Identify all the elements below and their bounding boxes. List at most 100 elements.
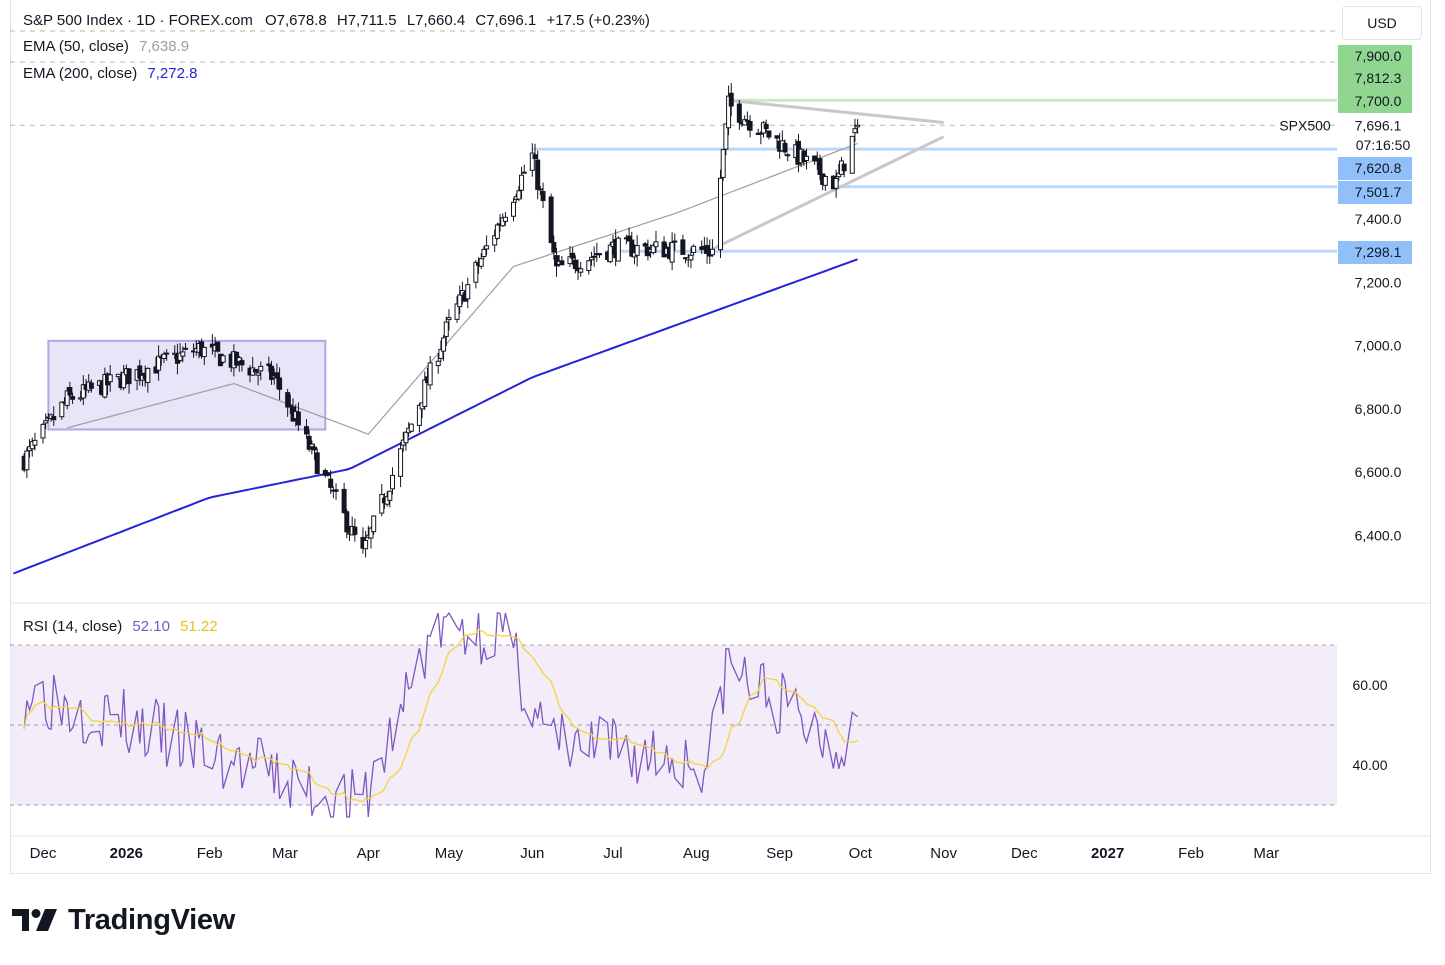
candle-body	[156, 355, 162, 371]
candle	[446, 309, 452, 331]
candle	[309, 440, 315, 455]
candle-body	[303, 426, 309, 435]
symbol-legend: S&P 500 Index · 1D · FOREX.com O7,678.8 …	[23, 12, 656, 30]
candle-body	[510, 201, 516, 217]
candle	[126, 368, 132, 394]
candle	[32, 432, 38, 451]
candle	[328, 470, 334, 494]
candle-body	[672, 240, 678, 243]
candle	[137, 359, 143, 386]
candle-body	[368, 527, 374, 539]
candle-body	[841, 163, 847, 172]
time-tick-label: Mar	[272, 845, 298, 862]
candle-body	[551, 241, 557, 253]
candle-body	[121, 372, 127, 389]
candle-body	[586, 260, 592, 271]
candle	[59, 401, 65, 420]
candle-body	[457, 294, 463, 308]
currency-button[interactable]: USD	[1342, 6, 1422, 40]
symbol-title: S&P 500 Index · 1D · FOREX.com	[23, 12, 253, 29]
candle	[274, 363, 280, 389]
tradingview-wordmark: TradingView	[68, 903, 235, 936]
candle-body	[626, 235, 632, 242]
candle-body	[438, 349, 444, 359]
ohlc-high: H7,711.5	[336, 12, 397, 29]
price-tick-label: 6,400.0	[1355, 528, 1402, 544]
chart-svg[interactable]: 7,400.0 7,200.0 7,000.0 6,800.0 6,600.0 6,400…	[0, 0, 1445, 880]
candle-body	[344, 511, 350, 533]
candle-body	[333, 489, 339, 492]
level-tag-3	[1338, 157, 1412, 180]
candle-body	[215, 341, 221, 352]
candle	[258, 361, 264, 381]
candle-body	[441, 337, 447, 352]
candle-body	[591, 255, 597, 258]
candle-body	[277, 377, 283, 390]
candle-body	[352, 526, 358, 535]
candle	[709, 239, 715, 257]
candle	[435, 352, 441, 374]
candle	[390, 467, 396, 495]
time-tick-label: Dec	[30, 845, 57, 862]
candle-body	[269, 365, 275, 380]
candle-body	[567, 256, 573, 265]
candle	[672, 233, 678, 251]
candle-body	[516, 190, 522, 200]
currency-label: USD	[1367, 15, 1397, 31]
candle-body	[492, 235, 498, 246]
price-tick-label: 7,400.0	[1355, 211, 1402, 227]
candle-body	[559, 260, 565, 266]
candle-body	[554, 255, 560, 267]
candle-body	[172, 352, 178, 355]
candle-body	[180, 351, 186, 357]
candle	[532, 143, 538, 160]
candle	[852, 118, 858, 142]
candle-body	[408, 423, 414, 432]
candle	[180, 346, 186, 363]
rsi-band	[10, 645, 1337, 805]
candle	[782, 139, 788, 156]
level-tag-label: 7,501.7	[1355, 184, 1402, 200]
candle	[285, 388, 291, 417]
candle	[578, 262, 584, 277]
candle	[303, 419, 309, 439]
candle-body	[177, 352, 183, 361]
candle-body	[312, 446, 318, 451]
candle	[344, 509, 350, 539]
candle-body	[736, 103, 742, 123]
candle-body	[126, 368, 132, 385]
candle-body	[403, 431, 409, 444]
candle	[215, 341, 221, 353]
tradingview-logo[interactable]: TradingView	[12, 902, 235, 938]
candle-body	[817, 158, 823, 175]
candle-body	[634, 245, 640, 256]
candle-body	[650, 244, 656, 254]
candle	[521, 164, 527, 174]
candle	[728, 83, 734, 117]
candle	[438, 340, 444, 362]
candle-body	[782, 143, 788, 153]
candle-body	[484, 245, 490, 250]
candle-body	[24, 450, 30, 471]
candle-body	[540, 191, 546, 202]
candle-body	[532, 154, 538, 160]
candle	[688, 247, 694, 269]
candle-body	[747, 121, 753, 131]
candle-body	[680, 239, 686, 255]
ohlc-low: L7,660.4	[406, 12, 466, 29]
candle	[427, 355, 433, 390]
candle	[742, 115, 748, 126]
candle	[586, 259, 592, 275]
candle-body	[102, 374, 108, 398]
level-tag-1	[1338, 67, 1412, 90]
candle	[371, 515, 377, 535]
candle-body	[607, 244, 613, 263]
candle	[761, 120, 767, 138]
candle-body	[115, 373, 121, 378]
candle	[744, 111, 750, 131]
candle-body	[252, 368, 258, 373]
candle	[726, 85, 732, 136]
candle-body	[822, 175, 828, 186]
candle-body	[387, 490, 393, 501]
candle-body	[285, 392, 291, 408]
